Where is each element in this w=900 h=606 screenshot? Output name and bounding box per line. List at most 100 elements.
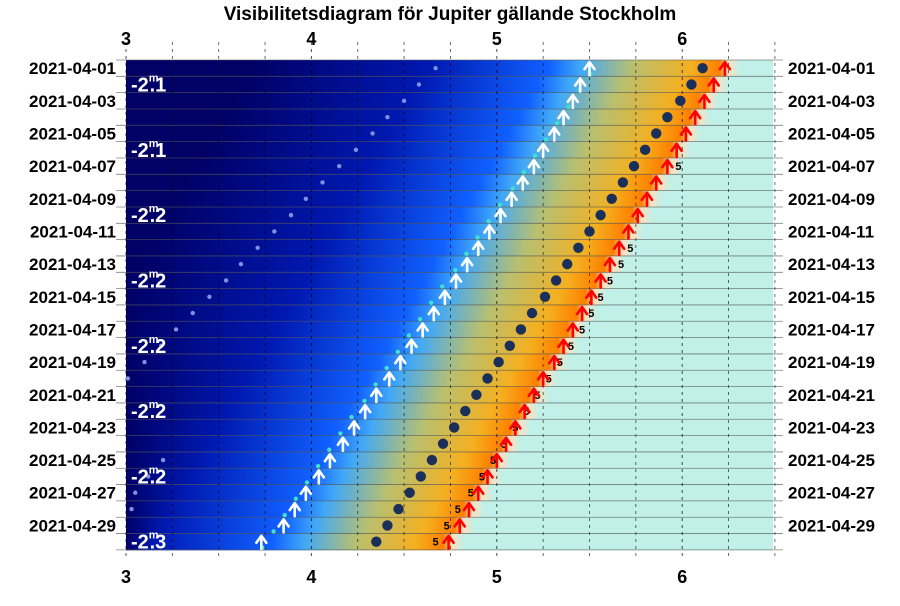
moon-dot — [288, 212, 294, 218]
x-tick-label: 5 — [492, 567, 502, 587]
jupiter-dot — [686, 79, 697, 90]
sky-row — [126, 337, 773, 355]
x-tick-label: 6 — [677, 567, 687, 587]
moon-dots-series — [125, 65, 438, 512]
magnitude-label: -2m.3 — [131, 530, 166, 554]
jupiter-dot — [404, 487, 415, 498]
jupiter-dot — [515, 324, 527, 335]
five-marker: 5 — [455, 504, 461, 516]
jupiter-dot — [606, 193, 617, 205]
moon-dot — [272, 229, 277, 234]
chart-title: Visibilitetsdiagram för Jupiter gällande… — [224, 4, 677, 25]
twilight-dot — [497, 202, 502, 208]
rise-arrow — [494, 207, 507, 224]
date-label: 2021-04-01 — [788, 59, 875, 78]
moon-dot — [133, 490, 138, 495]
jupiter-dot — [426, 454, 438, 466]
date-label: 2021-04-27 — [788, 484, 875, 503]
sky-row — [126, 304, 773, 322]
date-label: 2021-04-15 — [29, 288, 116, 307]
jupiter-dot — [639, 144, 651, 156]
sunrise-arrow — [661, 158, 674, 175]
jupiter-dot — [573, 242, 584, 253]
jupiter-dot — [482, 373, 493, 384]
sunrise-arrow — [649, 175, 663, 191]
sunrise-arrow — [527, 387, 541, 404]
sunrise-arrow — [453, 518, 467, 534]
sky-row — [126, 174, 773, 192]
x-tick-label: 6 — [677, 29, 687, 49]
rise-arrow — [312, 469, 326, 485]
sky-row — [126, 468, 773, 485]
twilight-dot — [510, 186, 515, 191]
magnitude-label: -2m.2 — [131, 464, 166, 488]
sky-row — [126, 370, 773, 387]
date-label: 2021-04-11 — [788, 222, 874, 241]
jupiter-dot — [675, 95, 686, 107]
date-label: 2021-04-25 — [788, 451, 875, 470]
moon-dot — [142, 359, 147, 365]
sky-row — [126, 92, 773, 110]
twilight-dot — [395, 349, 401, 354]
date-label: 2021-04-21 — [29, 386, 116, 405]
sky-row — [126, 108, 773, 126]
date-label: 2021-04-23 — [788, 418, 875, 437]
twilight-dot — [566, 104, 571, 110]
x-tick-label: 4 — [306, 29, 316, 49]
moon-dot — [353, 147, 359, 153]
five-marker: 5 — [501, 439, 507, 451]
sunrise-arrow — [622, 224, 635, 240]
twilight-dot — [532, 153, 538, 159]
twilight-dot — [440, 284, 445, 289]
sky-row — [126, 386, 773, 404]
sky-row — [126, 321, 773, 339]
rise-arrow — [483, 224, 496, 240]
date-label: 2021-04-17 — [788, 320, 875, 339]
date-label: 2021-04-07 — [788, 157, 875, 176]
moon-dot — [173, 327, 179, 332]
sunrise-arrow — [462, 501, 476, 518]
date-label: 2021-04-05 — [788, 124, 875, 143]
five-marker: 5 — [579, 324, 585, 336]
rise-arrow — [427, 305, 441, 322]
moon-dot — [337, 163, 342, 169]
jupiter-dot — [539, 291, 551, 302]
moon-dot — [190, 310, 195, 316]
rise-arrows-series — [255, 60, 596, 551]
date-labels-right: 2021-04-01 2021-04-03 2021-04-05 2021-04-07… — [788, 59, 875, 535]
date-label: 2021-04-29 — [788, 516, 875, 535]
jupiter-dot — [448, 422, 460, 433]
jupiter-dot — [382, 520, 393, 531]
twilight-dot — [406, 333, 412, 338]
x-tick-label: 4 — [306, 567, 316, 587]
twilight-dot — [304, 480, 310, 485]
twilight-dot — [555, 120, 560, 126]
date-label: 2021-04-05 — [29, 124, 116, 143]
sky-row — [126, 157, 773, 175]
date-label: 2021-04-13 — [788, 255, 875, 274]
sunrise-arrow — [481, 469, 494, 485]
five-marker: 5 — [607, 275, 613, 287]
sunrise-arrow — [603, 256, 617, 273]
rise-arrow — [358, 403, 372, 420]
sky-row — [126, 484, 773, 502]
jupiter-dot — [460, 405, 471, 417]
magnitude-label: -2m.1 — [131, 138, 166, 162]
twilight-dot — [384, 365, 389, 371]
date-label: 2021-04-21 — [788, 386, 875, 405]
x-ticks-bottom: 3 4 5 6 — [121, 567, 687, 587]
moon-dot — [125, 376, 131, 381]
magnitude-label: -2m.2 — [131, 268, 166, 292]
sky-row — [126, 500, 773, 518]
five-marker: 5 — [444, 520, 450, 532]
sky-row — [126, 60, 773, 77]
rise-arrow — [573, 77, 587, 93]
twilight-dot — [327, 447, 332, 452]
twilight-dot — [315, 463, 321, 469]
x-tick-label: 3 — [121, 29, 131, 49]
rise-arrow — [449, 273, 463, 289]
sunrise-arrow — [499, 436, 513, 453]
sky-row — [126, 353, 773, 371]
moon-dot — [320, 180, 325, 185]
